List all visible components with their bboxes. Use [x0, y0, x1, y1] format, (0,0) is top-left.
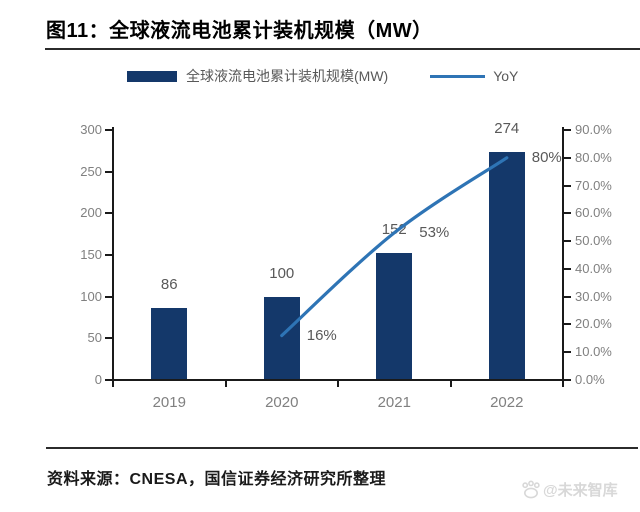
left-axis-tick	[105, 379, 113, 381]
left-axis-tick-label: 0	[94, 372, 102, 387]
x-axis-tick	[224, 380, 227, 387]
left-axis-tick	[105, 170, 113, 173]
yoy-point-label: 16%	[306, 326, 337, 344]
right-axis-line	[562, 127, 564, 383]
right-axis-tick-label: 20.0%	[575, 316, 612, 332]
left-axis-tick	[105, 212, 113, 215]
right-axis-tick	[563, 240, 571, 243]
right-axis-tick	[563, 156, 571, 159]
left-axis-tick-label: 300	[80, 122, 102, 137]
bar-value-label: 100	[269, 264, 295, 282]
x-axis-tick	[112, 380, 114, 387]
legend-bar-swatch-icon	[127, 70, 177, 82]
right-axis-tick	[563, 129, 571, 131]
source-note: 资料来源：CNESA，国信证券经济研究所整理	[47, 471, 387, 488]
x-axis-tick	[337, 380, 339, 387]
source-divider	[46, 447, 638, 449]
bar-value-label: 274	[494, 119, 520, 137]
yoy-line-layer	[280, 156, 509, 338]
left-axis-tick-label: 150	[80, 247, 102, 262]
x-axis-category-label: 2020	[265, 394, 299, 411]
right-axis-tick-label: 0.0%	[575, 372, 605, 387]
left-axis-tick	[105, 337, 113, 340]
x-axis-tick	[449, 380, 452, 387]
watermark-text: @未来智库	[543, 482, 618, 499]
bar-value-label: 86	[160, 276, 178, 294]
title-divider	[45, 48, 640, 50]
legend-bar-label: 全球液流电池累计装机规模(MW)	[186, 68, 389, 84]
figure-title: 图11：全球液流电池累计装机规模（MW）	[46, 20, 433, 42]
right-axis-tick-label: 50.0%	[575, 233, 612, 249]
right-axis-tick	[563, 323, 571, 326]
right-axis-tick-label: 70.0%	[575, 177, 612, 193]
right-axis-tick	[563, 184, 571, 187]
left-axis-tick-label: 50	[87, 330, 102, 346]
left-axis-tick	[105, 295, 113, 298]
bar-2021	[376, 253, 413, 380]
right-axis-tick	[563, 295, 571, 298]
legend-line-swatch-icon	[430, 74, 486, 78]
left-axis-tick-label: 100	[80, 288, 102, 304]
right-axis-tick-label: 10.0%	[575, 344, 612, 360]
chart-area: 0 50 100 150 200 250 300 0.0% 10.0% 20.0% 30.0% 40.…	[80, 119, 612, 411]
x-axis-category-label: 2022	[490, 394, 524, 411]
right-axis-tick-label: 80.0%	[575, 149, 612, 165]
paw-logo-icon	[522, 480, 540, 498]
chart-legend: 全球液流电池累计装机规模(MW) YoY	[127, 67, 518, 85]
watermark: @未来智库	[521, 479, 618, 500]
left-axis-tick	[105, 254, 113, 256]
right-axis-tick-label: 60.0%	[575, 205, 612, 221]
right-axis-tick	[563, 351, 571, 354]
left-axis-tick-label: 250	[80, 163, 102, 179]
x-axis-category-label: 2019	[152, 394, 186, 411]
right-axis-tick-label: 90.0%	[575, 122, 612, 137]
right-axis-tick-label: 40.0%	[575, 260, 612, 276]
yoy-point-label: 53%	[419, 223, 450, 241]
right-axis-tick	[563, 379, 571, 381]
right-axis-tick-label: 30.0%	[575, 288, 612, 304]
yoy-point-label: 80%	[531, 148, 562, 166]
legend-line-label: YoY	[493, 68, 519, 84]
right-axis-tick	[563, 267, 571, 270]
bar-2022	[488, 151, 525, 380]
left-axis-tick-label: 200	[80, 205, 102, 221]
x-axis-tick	[562, 380, 564, 387]
left-axis-tick	[105, 129, 113, 131]
bar-2019	[151, 308, 188, 380]
x-axis-category-label: 2021	[377, 394, 411, 411]
right-axis-tick	[563, 212, 571, 215]
